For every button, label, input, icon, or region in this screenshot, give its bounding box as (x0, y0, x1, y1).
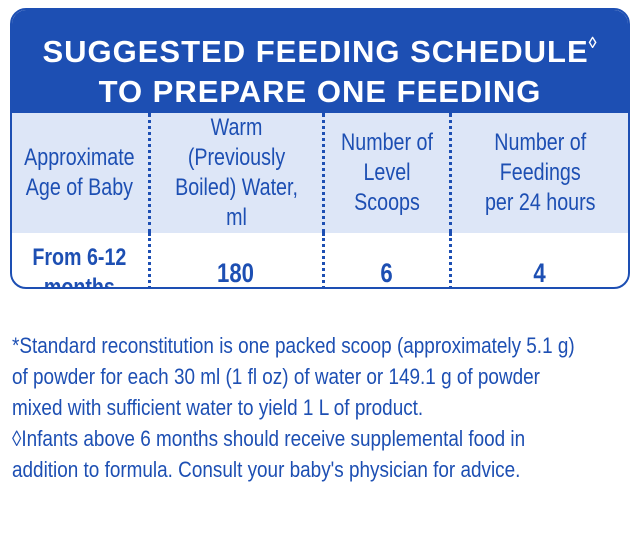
header-row: Approximate Age of Baby Warm (Previously … (12, 113, 628, 233)
cell-text: 6 (380, 258, 393, 288)
cell: 6 (321, 233, 450, 288)
footnote: ◊Infants above 6 months should receive s… (12, 423, 640, 485)
column-header-text: Warm (Previously Boiled) Water, ml (174, 114, 298, 231)
title-mark: ◊ (588, 35, 598, 52)
column-header-text: Number of Level Scoops (340, 129, 433, 216)
data-row: From 6-12 months 180 6 4 (12, 233, 628, 289)
footnote-line: of powder for each 30 ml (1 fl oz) of wa… (12, 364, 540, 389)
subtitle: TO PREPARE ONE FEEDING (98, 74, 542, 109)
footnote-line: addition to formula. Consult your baby's… (12, 457, 521, 482)
column-header: Number of Feedings per 24 hours (448, 113, 628, 233)
title: SUGGESTED FEEDING SCHEDULE (42, 34, 589, 69)
footnotes: *Standard reconstitution is one packed s… (12, 330, 640, 485)
footnote-line: ◊Infants above 6 months should receive s… (12, 426, 526, 451)
cell: From 6-12 months (12, 233, 149, 289)
schedule-box: SUGGESTED FEEDING SCHEDULE◊ TO PREPARE O… (10, 8, 630, 289)
table: Approximate Age of Baby Warm (Previously … (12, 113, 628, 289)
column-header: Warm (Previously Boiled) Water, ml (147, 113, 323, 233)
cell-text: 4 (533, 258, 546, 288)
footnote-line: mixed with sufficient water to yield 1 L… (12, 395, 424, 420)
title-line: SUGGESTED FEEDING SCHEDULE◊ (12, 10, 628, 72)
header: SUGGESTED FEEDING SCHEDULE◊ TO PREPARE O… (12, 10, 628, 113)
footnote: *Standard reconstitution is one packed s… (12, 330, 640, 423)
cell: 180 (147, 233, 323, 288)
column-header: Approximate Age of Baby (12, 113, 149, 233)
cell-text: From 6-12 months (32, 244, 127, 289)
column-header-text: Number of Feedings per 24 hours (484, 129, 595, 216)
column-header-text: Approximate Age of Baby (24, 144, 135, 201)
cell: 4 (448, 233, 628, 288)
column-header: Number of Level Scoops (321, 113, 450, 233)
cell-text: 180 (217, 258, 255, 288)
footnote-line: *Standard reconstitution is one packed s… (12, 333, 575, 358)
